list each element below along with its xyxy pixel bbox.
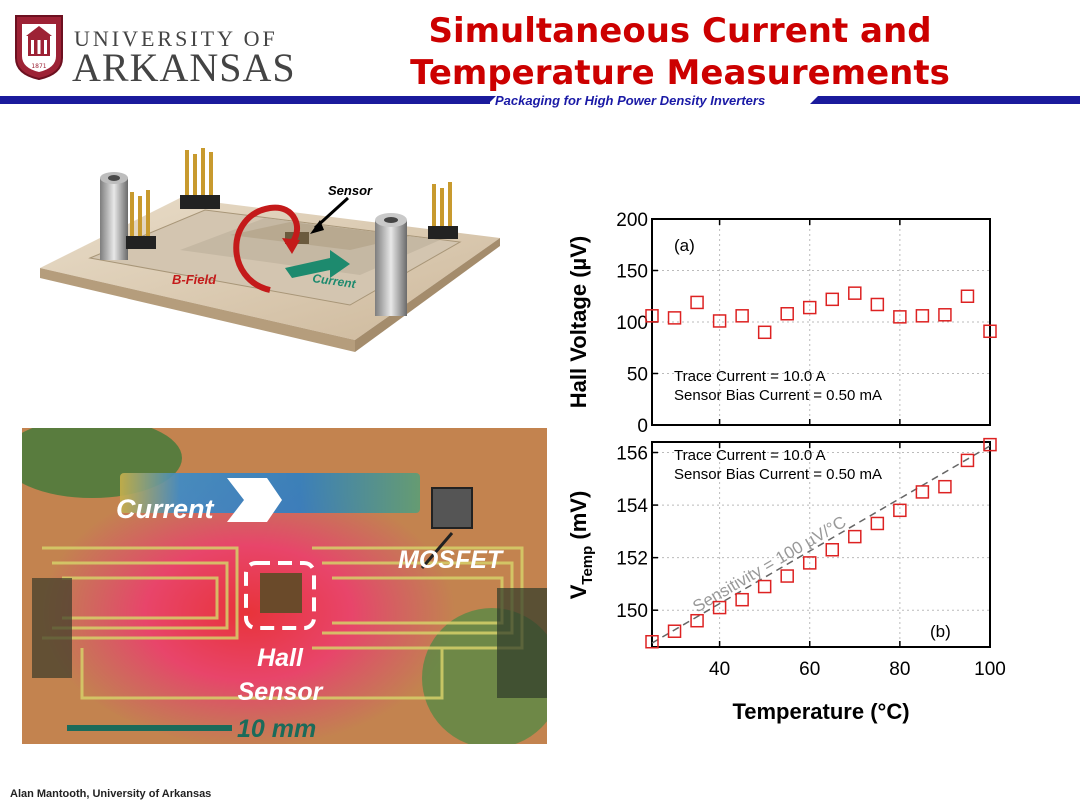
data-point bbox=[960, 453, 975, 468]
header-rule bbox=[0, 96, 1080, 104]
label-current-bottom: Current bbox=[116, 494, 215, 524]
data-point bbox=[735, 309, 749, 323]
data-point bbox=[938, 479, 952, 494]
data-point bbox=[960, 289, 975, 303]
data-point bbox=[915, 309, 930, 323]
label-scale-bar: 10 mm bbox=[237, 715, 316, 743]
data-point bbox=[757, 579, 772, 594]
thermal-image-photo: Current MOSFET Hall Sensor 10 mm bbox=[22, 428, 547, 744]
university-seal-logo: 1871 bbox=[15, 15, 63, 80]
x-tick-label: 60 bbox=[799, 659, 820, 680]
fit-line bbox=[651, 445, 991, 644]
data-point bbox=[983, 437, 997, 452]
y-axis-label-hall-voltage: Hall Voltage (µV) bbox=[566, 236, 591, 408]
y-tick-label: 100 bbox=[616, 313, 648, 334]
label-sensor: Sensor bbox=[328, 183, 373, 198]
y-tick-label: 0 bbox=[637, 416, 648, 437]
y-tick-label: 156 bbox=[616, 444, 648, 465]
x-axis-label: Temperature (°C) bbox=[732, 699, 909, 724]
logo-university-of: UNIVERSITY OF bbox=[74, 26, 278, 51]
slide-subtitle: Packaging for High Power Density Inverte… bbox=[495, 93, 766, 108]
label-current-top: Current bbox=[312, 271, 358, 291]
x-tick-label: 100 bbox=[974, 659, 1006, 680]
data-point bbox=[712, 600, 727, 615]
data-point bbox=[690, 613, 704, 628]
data-point bbox=[735, 592, 749, 607]
data-point bbox=[938, 308, 952, 322]
data-point bbox=[780, 307, 794, 321]
data-point bbox=[848, 529, 862, 544]
svg-text:1871: 1871 bbox=[31, 63, 46, 70]
data-point bbox=[667, 624, 682, 638]
logo-arkansas: ARKANSAS bbox=[72, 45, 296, 90]
annotation-bias-current: Sensor Bias Current = 0.50 mA bbox=[674, 387, 882, 404]
data-point bbox=[825, 292, 840, 307]
y-tick-label: 50 bbox=[627, 365, 648, 386]
x-tick-label: 80 bbox=[889, 659, 910, 680]
data-point bbox=[645, 309, 659, 323]
fit-sensitivity-label: Sensitivity = 100 µV/°C bbox=[690, 512, 850, 616]
plot-frame bbox=[651, 441, 991, 648]
data-point bbox=[983, 324, 997, 339]
annotation-bias-current: Sensor Bias Current = 0.50 mA bbox=[674, 466, 882, 483]
y-tick-label: 200 bbox=[616, 210, 648, 231]
data-point bbox=[645, 634, 659, 649]
y-tick-label: 150 bbox=[616, 262, 648, 283]
data-point bbox=[870, 516, 885, 531]
x-tick-label: 40 bbox=[709, 659, 730, 680]
panel-label-a: (a) bbox=[674, 236, 695, 255]
y-tick-label: 154 bbox=[616, 496, 648, 517]
data-point bbox=[712, 314, 727, 328]
label-mosfet: MOSFET bbox=[398, 546, 505, 574]
charts-panel: 0 50 100 150 200 Trace Current = 10.0 A Sensor… bbox=[566, 210, 1006, 724]
y-axis-label-vtemp: VTemp (mV) bbox=[566, 491, 596, 600]
data-point bbox=[757, 325, 772, 340]
data-point bbox=[915, 485, 930, 499]
data-point bbox=[848, 286, 862, 300]
data-point bbox=[690, 295, 704, 310]
sensor-module-photo: Sensor B-Field Current bbox=[40, 148, 500, 352]
data-point bbox=[893, 503, 907, 518]
y-tick-label: 150 bbox=[616, 601, 648, 622]
footer-credit: Alan Mantooth, University of Arkansas bbox=[10, 788, 212, 800]
slide-title: Simultaneous Current and Temperature Mea… bbox=[330, 10, 1030, 94]
annotation-trace-current: Trace Current = 10.0 A bbox=[674, 447, 826, 464]
label-sensor-bottom: Sensor bbox=[238, 678, 324, 706]
data-point bbox=[893, 310, 907, 324]
y-tick-label: 152 bbox=[616, 549, 648, 570]
data-point bbox=[802, 300, 817, 315]
data-point bbox=[780, 569, 794, 583]
data-point bbox=[825, 543, 840, 557]
data-point bbox=[870, 297, 885, 312]
panel-label-b: (b) bbox=[930, 622, 951, 641]
annotation-trace-current: Trace Current = 10.0 A bbox=[674, 368, 826, 385]
title-line-2: Temperature Measurements bbox=[410, 53, 950, 93]
label-b-field: B-Field bbox=[172, 272, 217, 287]
label-hall: Hall bbox=[257, 644, 304, 672]
data-point bbox=[667, 311, 682, 325]
title-line-1: Simultaneous Current and bbox=[428, 11, 932, 51]
data-point bbox=[802, 556, 817, 570]
